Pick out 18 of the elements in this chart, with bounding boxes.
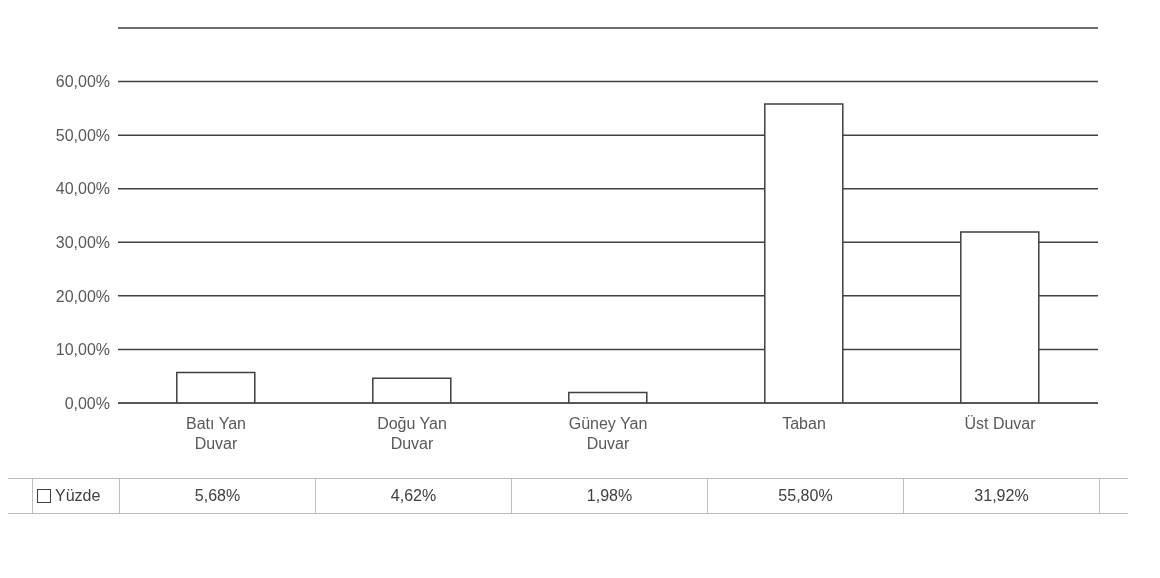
x-tick-label: Doğu Yan Duvar [377, 415, 447, 452]
x-tick-label: Batı Yan Duvar [186, 415, 246, 452]
x-tick-label: Üst Duvar [964, 415, 1037, 432]
y-tick-label: 50,00% [55, 126, 110, 144]
y-tick-label: 30,00% [55, 233, 110, 251]
data-label: 4,62% [315, 479, 511, 513]
data-label: 31,92% [903, 479, 1099, 513]
x-tick-label: Taban [782, 415, 826, 432]
y-tick-label: 0,00% [64, 394, 110, 412]
data-label: 1,98% [511, 479, 707, 513]
data-label: 5,68% [119, 479, 315, 513]
x-tick-label: Güney Yan Duvar [568, 415, 648, 452]
y-tick-label: 40,00% [55, 180, 110, 198]
data-label: 55,80% [707, 479, 903, 513]
y-tick-label: 60,00% [55, 73, 110, 91]
legend-label: Yüzde [55, 487, 101, 505]
y-tick-label: 20,00% [55, 287, 110, 305]
y-tick-label: 10,00% [55, 341, 110, 359]
